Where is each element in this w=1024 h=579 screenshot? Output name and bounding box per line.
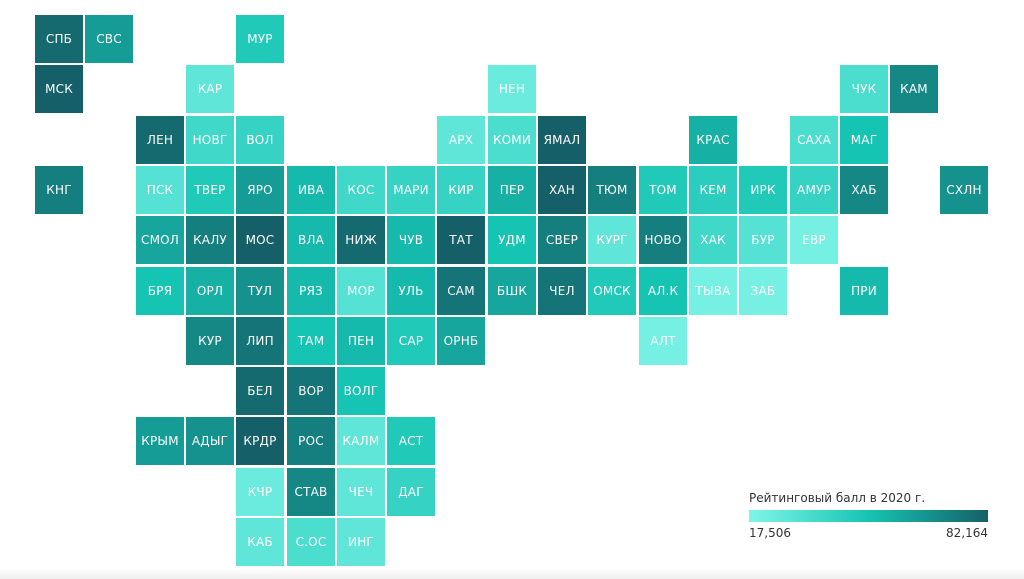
region-tile[interactable]: ЕВР: [790, 216, 838, 264]
region-tile[interactable]: КОС: [337, 166, 385, 214]
region-tile[interactable]: АДЫГ: [186, 417, 234, 465]
region-tile[interactable]: МУР: [236, 15, 284, 63]
region-tile[interactable]: ЗАБ: [739, 267, 787, 315]
region-tile[interactable]: ЧУВ: [387, 216, 435, 264]
region-tile[interactable]: ОРНБ: [437, 317, 485, 365]
region-tile[interactable]: КОМИ: [488, 116, 536, 164]
region-tile[interactable]: КАЛУ: [186, 216, 234, 264]
legend-max-label: 82,164: [946, 526, 988, 540]
region-tile[interactable]: БУР: [739, 216, 787, 264]
region-tile[interactable]: ВОЛ: [236, 116, 284, 164]
region-tile[interactable]: БРЯ: [136, 267, 184, 315]
region-tile[interactable]: НЕН: [488, 65, 536, 113]
region-tile[interactable]: УЛЬ: [387, 267, 435, 315]
region-tile[interactable]: ОМСК: [588, 267, 636, 315]
region-tile[interactable]: РЯЗ: [287, 267, 335, 315]
region-tile[interactable]: ЧУК: [840, 65, 888, 113]
region-tile[interactable]: АСТ: [387, 417, 435, 465]
region-tile[interactable]: БШК: [488, 267, 536, 315]
region-tile[interactable]: КРЫМ: [136, 417, 184, 465]
region-tile[interactable]: САР: [387, 317, 435, 365]
region-tile[interactable]: КРАС: [689, 116, 737, 164]
region-tile[interactable]: ТЫВА: [689, 267, 737, 315]
region-tile[interactable]: АЛ.К: [639, 267, 687, 315]
region-tile[interactable]: МАРИ: [387, 166, 435, 214]
region-tile[interactable]: СВС: [85, 15, 133, 63]
region-tile[interactable]: АМУР: [790, 166, 838, 214]
region-tile[interactable]: НОВО: [639, 216, 687, 264]
region-tile[interactable]: ЛИП: [236, 317, 284, 365]
region-tile[interactable]: КИР: [437, 166, 485, 214]
region-tile[interactable]: ХАН: [538, 166, 586, 214]
region-tile[interactable]: СВЕР: [538, 216, 586, 264]
region-tile[interactable]: ОРЛ: [186, 267, 234, 315]
region-tile[interactable]: ЯМАЛ: [538, 116, 586, 164]
region-tile[interactable]: САХА: [790, 116, 838, 164]
region-tile[interactable]: ПСК: [136, 166, 184, 214]
region-tile[interactable]: АЛТ: [639, 317, 687, 365]
region-tile[interactable]: КНГ: [35, 166, 83, 214]
region-tile[interactable]: СХЛН: [940, 166, 988, 214]
legend-min-label: 17,506: [749, 526, 791, 540]
legend-title: Рейтинговый балл в 2020 г.: [749, 491, 926, 505]
region-tile[interactable]: МОС: [236, 216, 284, 264]
region-tile[interactable]: ЛЕН: [136, 116, 184, 164]
region-tile[interactable]: МАГ: [840, 116, 888, 164]
region-tile[interactable]: КАР: [186, 65, 234, 113]
region-tile[interactable]: ЧЕЛ: [538, 267, 586, 315]
region-tile[interactable]: КУРГ: [588, 216, 636, 264]
region-tile[interactable]: ТЮМ: [588, 166, 636, 214]
region-tile[interactable]: ПРИ: [840, 267, 888, 315]
region-tile[interactable]: ТАТ: [437, 216, 485, 264]
region-tile[interactable]: ХАБ: [840, 166, 888, 214]
region-tile[interactable]: ВОЛГ: [337, 367, 385, 415]
region-tile[interactable]: КАЛМ: [337, 417, 385, 465]
region-tile[interactable]: КЧР: [236, 468, 284, 516]
region-tile[interactable]: НОВГ: [186, 116, 234, 164]
region-tile[interactable]: САМ: [437, 267, 485, 315]
region-tile[interactable]: НИЖ: [337, 216, 385, 264]
region-tile[interactable]: С.ОС: [287, 518, 335, 566]
region-tile[interactable]: ЯРО: [236, 166, 284, 214]
region-tile[interactable]: ТОМ: [639, 166, 687, 214]
legend-gradient-bar: [749, 510, 988, 522]
legend: Рейтинговый балл в 2020 г. 17,506 82,164: [749, 491, 989, 543]
region-tile[interactable]: ЧЕЧ: [337, 468, 385, 516]
bottom-divider: [0, 569, 1024, 579]
region-tile[interactable]: СТАВ: [287, 468, 335, 516]
region-tile[interactable]: СПБ: [35, 15, 83, 63]
region-tile[interactable]: ИРК: [739, 166, 787, 214]
region-tile[interactable]: УДМ: [488, 216, 536, 264]
region-tile[interactable]: ВЛА: [287, 216, 335, 264]
region-tile[interactable]: КУР: [186, 317, 234, 365]
region-tile[interactable]: ПЕР: [488, 166, 536, 214]
region-tile[interactable]: ПЕН: [337, 317, 385, 365]
region-tile[interactable]: АРХ: [437, 116, 485, 164]
region-tile[interactable]: БЕЛ: [236, 367, 284, 415]
region-tile[interactable]: КАБ: [236, 518, 284, 566]
region-tile[interactable]: ХАК: [689, 216, 737, 264]
region-tile[interactable]: МОР: [337, 267, 385, 315]
region-tile[interactable]: ИВА: [287, 166, 335, 214]
region-tile[interactable]: ВОР: [287, 367, 335, 415]
region-tile[interactable]: ТАМ: [287, 317, 335, 365]
region-tile[interactable]: ТВЕР: [186, 166, 234, 214]
region-tile[interactable]: КЕМ: [689, 166, 737, 214]
region-tile[interactable]: РОС: [287, 417, 335, 465]
region-tile[interactable]: КАМ: [890, 65, 938, 113]
region-tile[interactable]: СМОЛ: [136, 216, 184, 264]
region-tile[interactable]: ТУЛ: [236, 267, 284, 315]
region-tile[interactable]: КРДР: [236, 417, 284, 465]
region-tile[interactable]: МСК: [35, 65, 83, 113]
region-tile[interactable]: ИНГ: [337, 518, 385, 566]
region-tile[interactable]: ДАГ: [387, 468, 435, 516]
